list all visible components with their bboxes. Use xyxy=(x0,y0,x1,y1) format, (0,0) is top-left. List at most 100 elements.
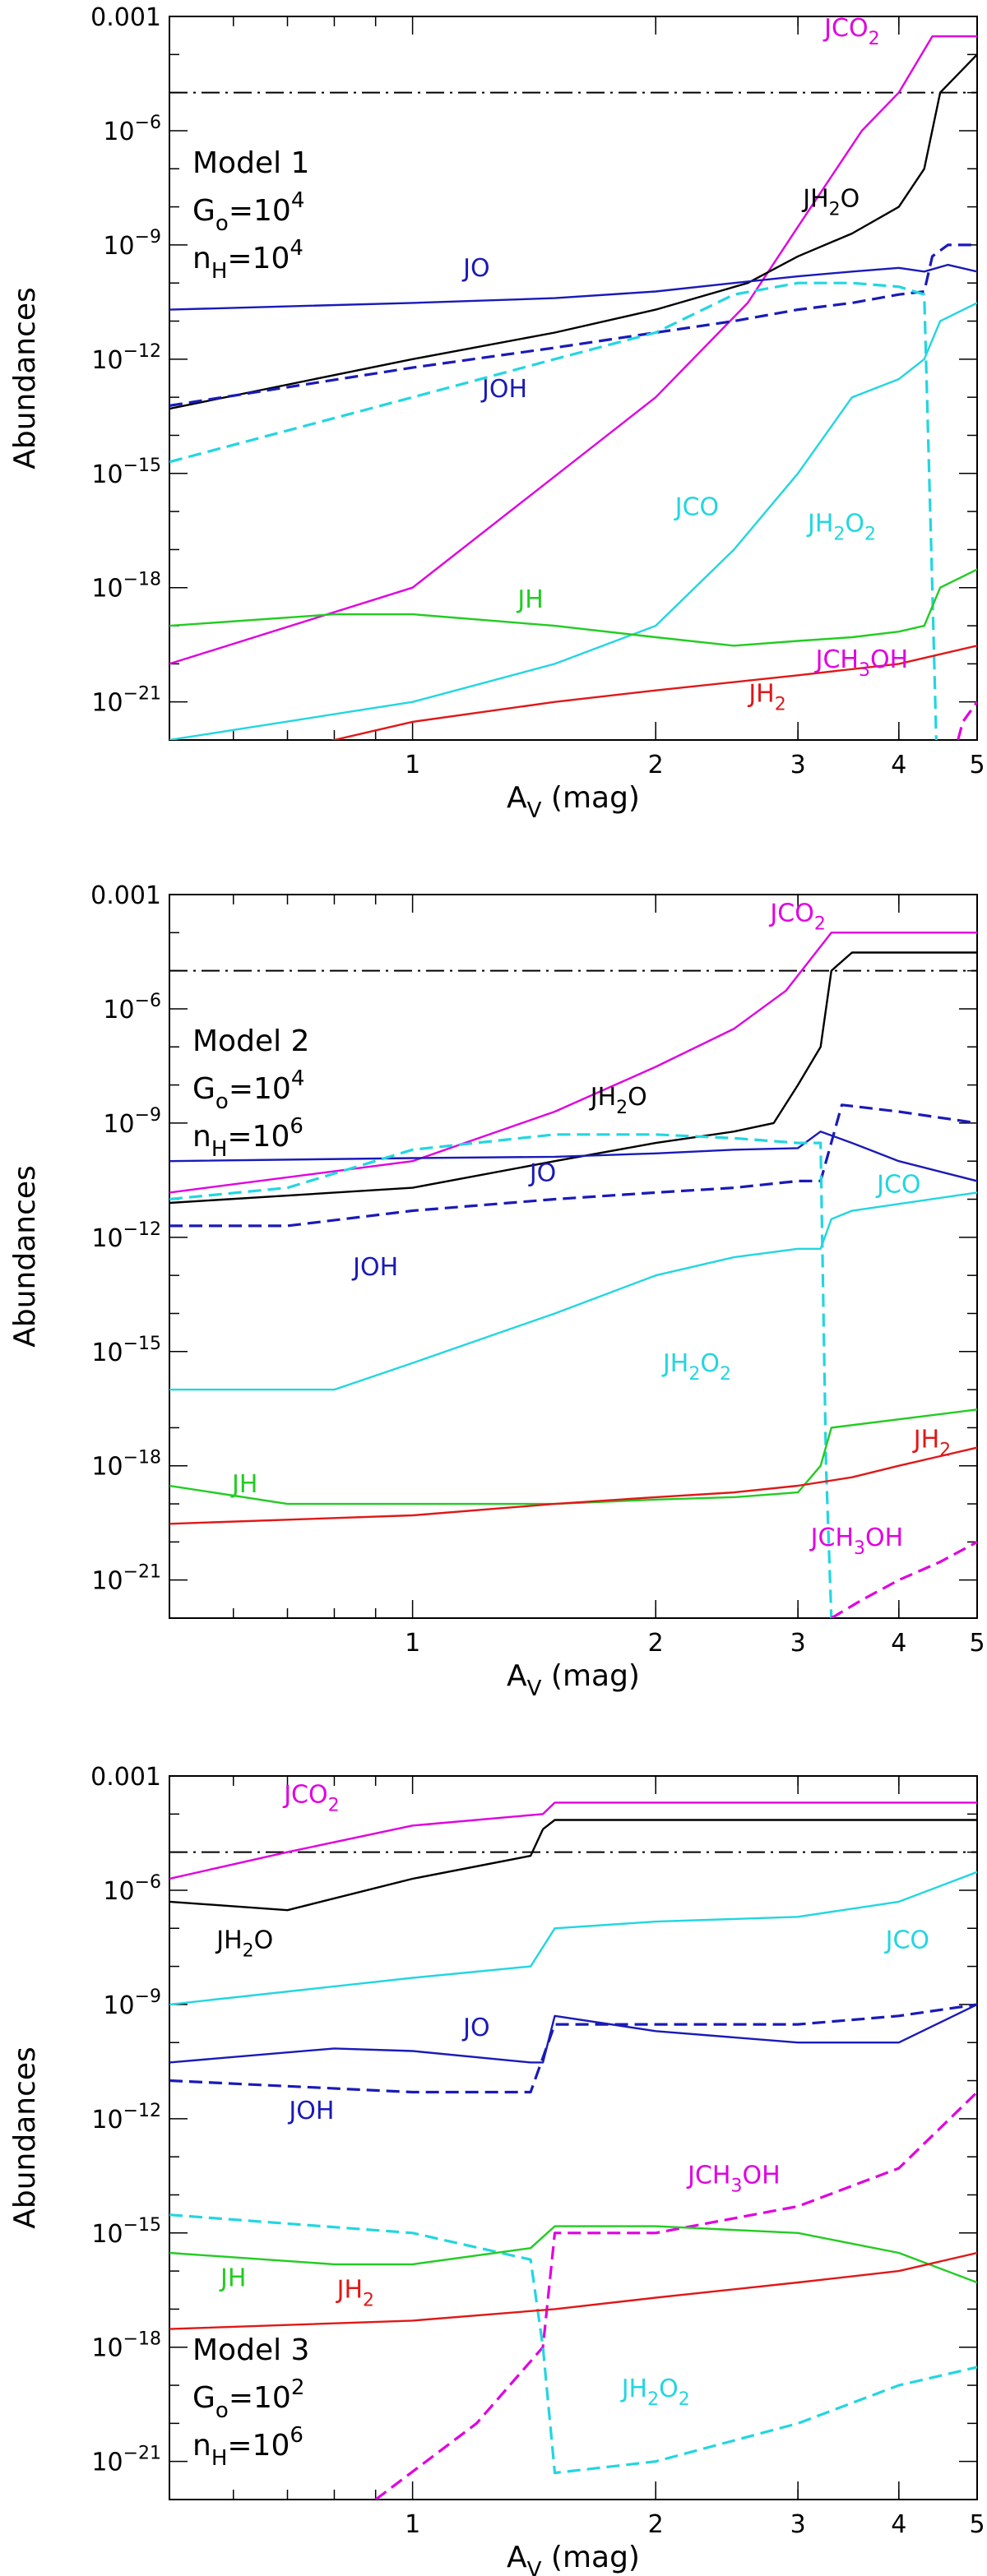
series-JH2O xyxy=(169,53,977,410)
x-axis-label: AV (mag) xyxy=(507,1659,640,1701)
series-JOH xyxy=(169,243,977,407)
x-tick-label: 4 xyxy=(891,2510,906,2539)
x-axis-label: AV (mag) xyxy=(507,2541,640,2576)
y-tick-label: 10−6 xyxy=(103,113,161,146)
series-JCO2 xyxy=(169,1801,977,1880)
y-tick-label: 10−21 xyxy=(91,2444,161,2477)
series-JO xyxy=(169,263,977,311)
model-title: Model 3 xyxy=(192,2333,309,2367)
series-JH2 xyxy=(169,1446,977,1525)
model-nh: nH=106 xyxy=(192,2423,304,2471)
x-tick-label: 3 xyxy=(790,2510,806,2539)
x-tick-label: 3 xyxy=(790,1629,806,1658)
model-go: Go=102 xyxy=(192,2375,304,2423)
series-label: JCO xyxy=(875,1170,920,1199)
series-JCO xyxy=(169,1871,977,2006)
series-label: JH2O2 xyxy=(661,1349,731,1385)
series-JH2O2 xyxy=(169,1133,833,1618)
series-label: JOH xyxy=(287,2097,334,2125)
model-title: Model 2 xyxy=(192,1024,309,1058)
series-JCO2 xyxy=(169,35,977,665)
series-label: JCO2 xyxy=(768,899,825,934)
series-label: JH xyxy=(516,585,543,614)
panel-model-1: 1 2 3 4 5 0.001 10−6 10−9 10−12 10−15 10−18 10−21 AV… xyxy=(8,3,985,823)
y-tick-label: 10−15 xyxy=(91,456,161,489)
x-tick-label: 2 xyxy=(648,1629,664,1658)
y-tick-label: 10−12 xyxy=(91,2101,161,2134)
series-JOH xyxy=(169,2003,977,2094)
series-label: JH2O xyxy=(589,1083,647,1118)
x-tick-label: 1 xyxy=(405,2510,420,2539)
x-tick-label: 2 xyxy=(648,751,664,779)
series-JH2O2 xyxy=(169,2213,977,2475)
series-label: JCH3OH xyxy=(686,2162,781,2197)
model-nh: nH=104 xyxy=(192,236,304,284)
y-axis-label: Abundances xyxy=(8,287,42,469)
y-tick-label: 10−21 xyxy=(91,1562,161,1596)
y-tick-label: 10−15 xyxy=(91,1334,161,1367)
series-JH xyxy=(169,2225,977,2284)
series-JH2O xyxy=(169,1819,977,1912)
x-axis-label: AV (mag) xyxy=(507,781,640,823)
series-label: JCO2 xyxy=(822,14,879,49)
y-tick-label: 10−12 xyxy=(91,341,161,375)
series-label: JCH3OH xyxy=(814,645,909,681)
series-JCO2 xyxy=(169,932,977,1194)
x-tick-label: 5 xyxy=(969,1629,985,1658)
y-tick-label: 10−6 xyxy=(103,1872,161,1906)
series-label: JH2O xyxy=(801,185,860,220)
series-label: JOH xyxy=(480,375,527,404)
model-go: Go=104 xyxy=(192,1066,304,1114)
series-JCH3OH xyxy=(830,1540,977,1618)
x-tick-label: 1 xyxy=(405,1629,420,1658)
x-tick-label: 4 xyxy=(891,1629,906,1658)
x-tick-label: 3 xyxy=(790,751,806,779)
series-JH2 xyxy=(330,645,977,740)
y-tick-label: 10−15 xyxy=(91,2215,161,2249)
series-label: JH xyxy=(230,1470,257,1499)
y-tick-label: 10−18 xyxy=(91,2329,161,2363)
series-label: JO xyxy=(528,1159,556,1187)
series-label: JCO xyxy=(674,493,719,522)
series-label: JH xyxy=(219,2264,246,2293)
y-tick-label: 10−18 xyxy=(91,570,161,604)
series-JO xyxy=(169,2003,977,2064)
series-label: JCH3OH xyxy=(809,1524,904,1559)
series-JO xyxy=(169,1130,977,1182)
series-JH xyxy=(169,1408,977,1505)
series-label: JH2O xyxy=(215,1926,273,1961)
x-tick-label: 2 xyxy=(648,2510,664,2539)
panel-model-3: 1 2 3 4 5 0.001 10−6 10−9 10−12 10−15 10−18 10−21 AV… xyxy=(8,1763,985,2576)
series-JH2 xyxy=(169,2251,977,2330)
y-tick-label: 10−21 xyxy=(91,684,161,718)
y-axis-label: Abundances xyxy=(8,1165,42,1348)
y-tick-label: 10−9 xyxy=(103,1986,161,2020)
plot-frame xyxy=(169,1775,978,2500)
y-tick-label: 0.001 xyxy=(90,881,161,910)
x-tick-label: 1 xyxy=(405,751,420,779)
y-tick-label: 10−12 xyxy=(91,1219,161,1253)
x-tick-label: 4 xyxy=(891,751,906,779)
series-label: JCO xyxy=(884,1926,929,1954)
series-JOH xyxy=(169,1103,977,1228)
y-tick-label: 10−9 xyxy=(103,1105,161,1139)
series-label: JH2 xyxy=(336,2275,374,2310)
series-JH2O xyxy=(169,951,977,1205)
y-tick-label: 10−18 xyxy=(91,1448,161,1482)
model-go: Go=104 xyxy=(192,188,304,236)
y-tick-label: 0.001 xyxy=(90,3,161,32)
plot-frame xyxy=(169,894,978,1619)
y-tick-label: 10−6 xyxy=(103,991,161,1024)
series-label: JH2O2 xyxy=(620,2375,690,2410)
model-nh: nH=106 xyxy=(192,1114,304,1162)
series-label: JCO2 xyxy=(282,1780,339,1815)
series-JH xyxy=(169,568,977,647)
series-JCO xyxy=(169,1191,977,1391)
x-tick-label: 5 xyxy=(969,751,985,779)
series-label: JO xyxy=(461,254,489,283)
series-label: JO xyxy=(461,2014,489,2042)
series-label: JH2 xyxy=(747,680,785,715)
y-tick-label: 0.001 xyxy=(90,1763,161,1792)
